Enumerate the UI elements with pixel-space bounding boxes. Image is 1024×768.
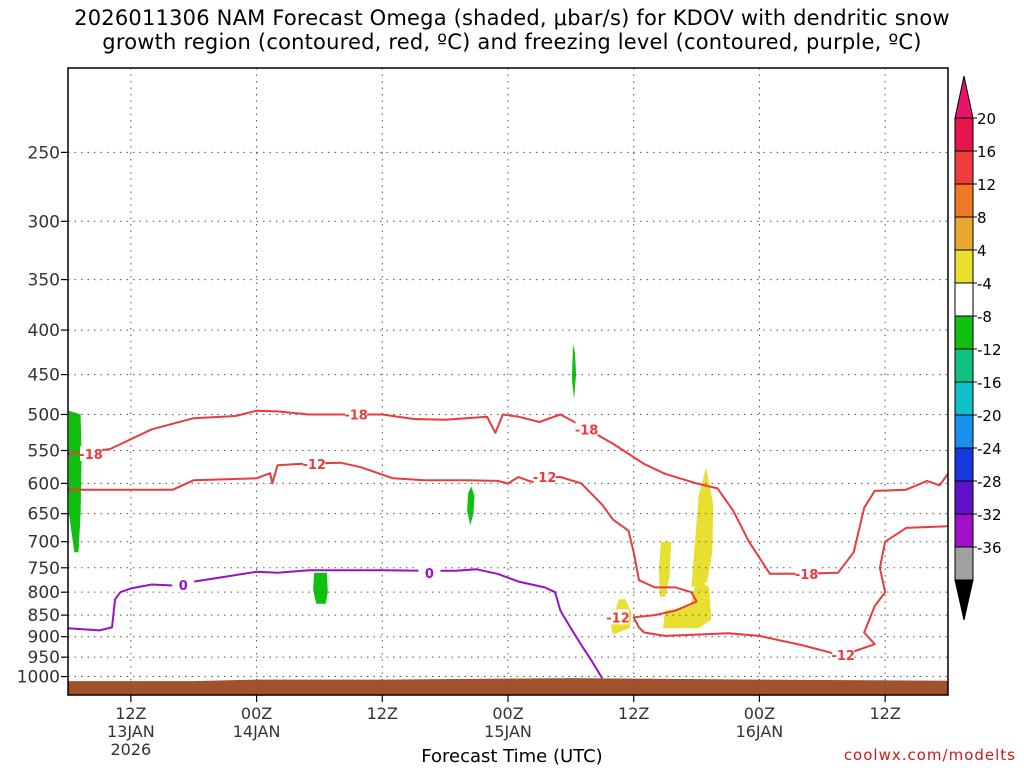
colorbar-swatch <box>954 348 974 383</box>
gridlines <box>68 68 948 695</box>
y-tick-label: 750 <box>28 559 60 579</box>
colorbar-swatch <box>954 546 974 581</box>
contour-line <box>67 409 949 575</box>
x-tick-label: 00Z <box>241 704 272 723</box>
contour-label: -18 <box>575 423 599 438</box>
y-tick-label: 950 <box>28 648 60 668</box>
x-tick-label: 12Z <box>869 704 900 723</box>
contour-label-bg <box>832 647 855 663</box>
x-tick-date: 14JAN <box>233 722 281 741</box>
colorbar-swatch <box>954 513 974 548</box>
colorbar-label: -16 <box>977 374 1002 392</box>
contour-label: 0 <box>179 579 188 594</box>
colorbar-label: 4 <box>977 242 987 260</box>
omega-shaded-region <box>313 572 328 604</box>
y-tick-label: 300 <box>28 212 60 232</box>
y-tick-label: 900 <box>28 628 60 648</box>
x-tick-date: 13JAN <box>107 722 155 741</box>
colorbar-swatch <box>954 447 974 482</box>
colorbar-swatch <box>954 480 974 515</box>
colorbar-swatch <box>954 216 974 251</box>
x-tick-date: 15JAN <box>484 722 532 741</box>
colorbar-label: 12 <box>977 176 996 194</box>
contour-label: -18 <box>344 408 368 423</box>
colorbar-arrow-top <box>954 75 974 119</box>
y-tick-label: 700 <box>28 533 60 553</box>
colorbar-label: -8 <box>977 308 992 326</box>
omega-shaded-region <box>658 541 672 597</box>
omega-shaded-region <box>571 344 577 399</box>
y-tick-label: 800 <box>28 583 60 603</box>
colorbar-swatch <box>954 282 974 317</box>
colorbar-label: 16 <box>977 143 996 161</box>
colorbar-label: -32 <box>977 506 1002 524</box>
colorbar-label: -12 <box>977 341 1002 359</box>
colorbar-swatch <box>954 414 974 449</box>
y-tick-label: 500 <box>28 405 60 425</box>
colorbar-label: 20 <box>977 110 996 128</box>
x-tick-year: 2026 <box>110 740 151 759</box>
y-tick-label: 1000 <box>17 668 60 688</box>
contour-line <box>67 568 604 679</box>
colorbar-swatch <box>954 117 974 152</box>
y-tick-label: 650 <box>28 505 60 525</box>
colorbar-swatch <box>954 183 974 218</box>
colorbar-label: -24 <box>977 440 1002 458</box>
contour-label: -18 <box>795 568 819 583</box>
y-tick-label: 550 <box>28 442 60 462</box>
contour-label-bg <box>172 577 195 593</box>
colorbar-swatch <box>954 381 974 416</box>
colorbar-label: -36 <box>977 539 1002 557</box>
colorbar-swatch <box>954 249 974 284</box>
credit-text: coolwx.com/modelts <box>843 746 1016 764</box>
contour-label: -12 <box>302 458 326 473</box>
omega-shaded-region <box>69 410 82 553</box>
contour-label-bg <box>80 445 103 461</box>
contour-label: 0 <box>425 567 434 582</box>
y-axis: 2503003504004505005506006507007508008509… <box>17 143 68 688</box>
contour-label: -12 <box>831 649 855 664</box>
contour-label-bg <box>418 564 441 580</box>
contour-label-bg <box>575 421 598 437</box>
contour-label-bg <box>533 469 556 485</box>
x-tick-label: 00Z <box>492 704 523 723</box>
contour-layer: -18 -18 -18 -18 -12 -12 -12 -12 0 0 <box>67 406 949 679</box>
colorbar-swatch <box>954 150 974 185</box>
y-tick-label: 850 <box>28 606 60 626</box>
contour-label: -18 <box>79 448 103 463</box>
omega-shaded-region <box>663 577 712 629</box>
omega-shaded-region <box>691 467 714 588</box>
x-tick-label: 12Z <box>618 704 649 723</box>
y-tick-label: 250 <box>28 143 60 163</box>
colorbar-label: -4 <box>977 275 992 293</box>
colorbar-label: -28 <box>977 473 1002 491</box>
x-tick-label: 00Z <box>744 704 775 723</box>
x-axis-title: Forecast Time (UTC) <box>421 746 603 767</box>
contour-label: -12 <box>533 471 557 486</box>
contour-label-bg <box>345 406 368 422</box>
colorbar-swatch <box>954 315 974 350</box>
x-tick-date: 16JAN <box>736 722 784 741</box>
y-tick-label: 350 <box>28 271 60 291</box>
contour-label-bg <box>607 609 629 625</box>
chart-title-line-1: 2026011306 NAM Forecast Omega (shaded, μ… <box>74 6 950 30</box>
contour-label-bg <box>795 565 818 581</box>
colorbar: 20 16 12 8 4 -4 -8 -12 -16 -20 -24 -28 -32 -36 <box>954 75 1002 621</box>
contour-label: -12 <box>606 611 630 626</box>
x-tick-label: 12Z <box>367 704 398 723</box>
contour-label-bg <box>303 456 326 472</box>
colorbar-arrow-bottom <box>954 579 974 621</box>
chart-title: 2026011306 NAM Forecast Omega (shaded, μ… <box>0 6 1024 54</box>
y-tick-label: 600 <box>28 474 60 494</box>
colorbar-label: -20 <box>977 407 1002 425</box>
omega-shaded-region <box>467 486 475 526</box>
colorbar-label: 8 <box>977 209 987 227</box>
x-tick-label: 12Z <box>115 704 146 723</box>
chart-title-line-2: growth region (contoured, red, ºC) and f… <box>102 30 922 54</box>
y-tick-label: 400 <box>28 321 60 341</box>
y-tick-label: 450 <box>28 366 60 386</box>
